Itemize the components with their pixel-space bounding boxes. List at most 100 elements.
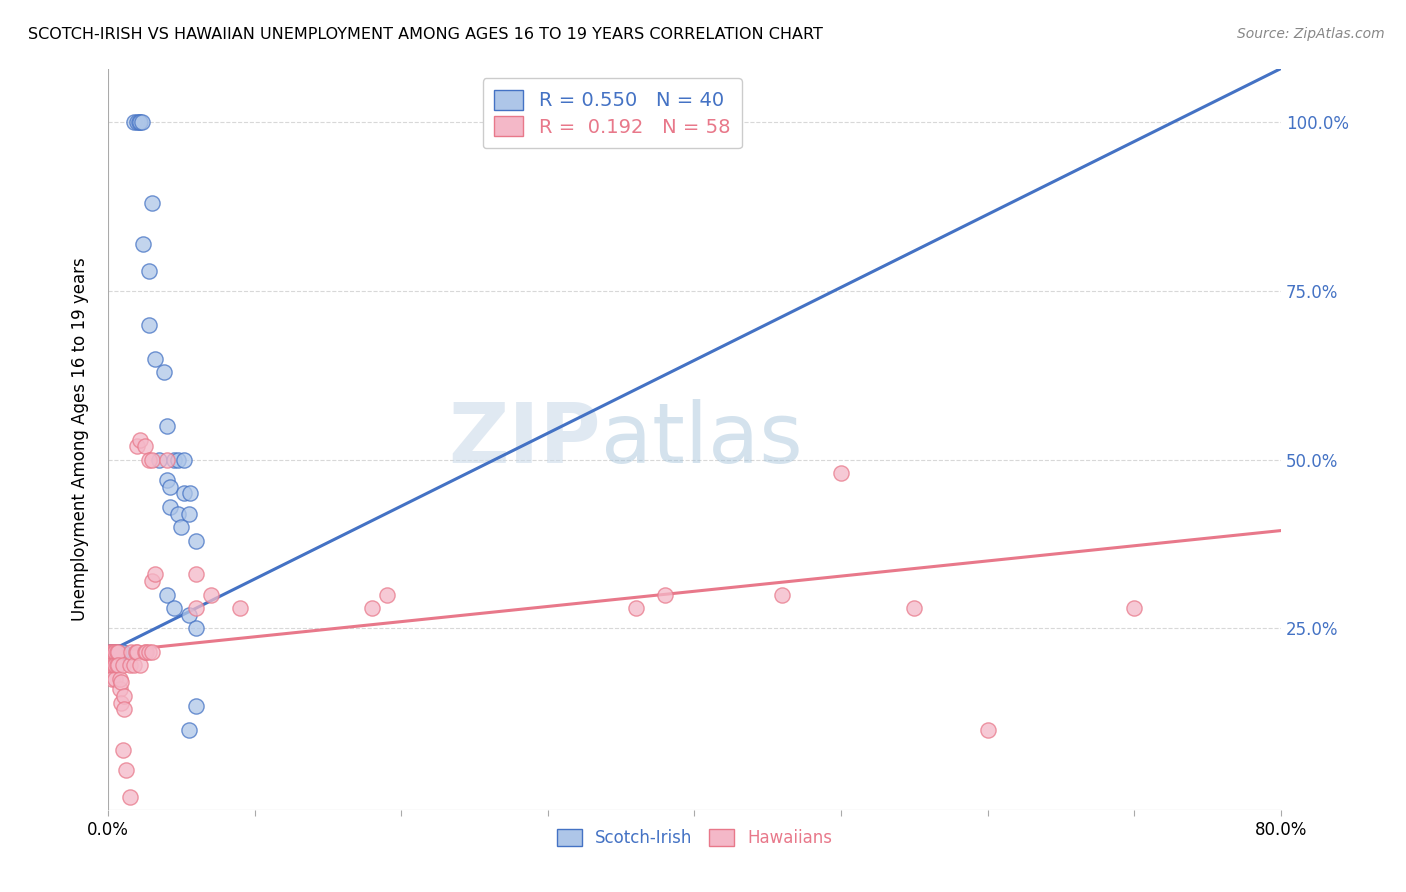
Point xyxy=(143,567,166,582)
Text: SCOTCH-IRISH VS HAWAIIAN UNEMPLOYMENT AMONG AGES 16 TO 19 YEARS CORRELATION CHAR: SCOTCH-IRISH VS HAWAIIAN UNEMPLOYMENT AM… xyxy=(28,27,823,42)
Point xyxy=(138,452,160,467)
Point xyxy=(112,702,135,716)
Point xyxy=(143,351,166,366)
Point xyxy=(375,588,398,602)
Point xyxy=(120,645,142,659)
Point xyxy=(111,658,134,673)
Point xyxy=(101,645,124,659)
Point xyxy=(103,645,125,659)
Point xyxy=(118,658,141,673)
Point xyxy=(184,698,207,713)
Point xyxy=(184,621,207,635)
Point xyxy=(98,658,121,673)
Point xyxy=(110,675,132,690)
Point xyxy=(127,645,149,659)
Point xyxy=(132,236,155,251)
Point xyxy=(163,601,186,615)
Point xyxy=(624,601,647,615)
Point xyxy=(138,264,160,278)
Point xyxy=(114,763,136,777)
Point xyxy=(107,658,129,673)
Point xyxy=(107,645,129,659)
Point xyxy=(104,645,127,659)
Point xyxy=(156,473,179,487)
Point xyxy=(129,115,152,129)
Point xyxy=(127,115,149,129)
Point xyxy=(135,645,157,659)
Point xyxy=(100,645,122,659)
Point xyxy=(108,672,131,686)
Point xyxy=(112,689,135,703)
Point xyxy=(107,645,129,659)
Point xyxy=(129,433,152,447)
Point xyxy=(104,645,127,659)
Point xyxy=(903,601,925,615)
Point xyxy=(772,588,794,602)
Point xyxy=(177,723,200,737)
Point xyxy=(141,574,163,589)
Point xyxy=(177,607,200,622)
Point xyxy=(101,658,124,673)
Point xyxy=(100,658,122,673)
Point xyxy=(108,682,131,697)
Point xyxy=(1123,601,1146,615)
Point xyxy=(159,480,181,494)
Y-axis label: Unemployment Among Ages 16 to 19 years: Unemployment Among Ages 16 to 19 years xyxy=(72,258,89,622)
Point xyxy=(138,318,160,332)
Point xyxy=(134,645,156,659)
Point xyxy=(129,658,152,673)
Point xyxy=(110,696,132,710)
Point xyxy=(167,452,190,467)
Point xyxy=(111,743,134,757)
Point xyxy=(156,419,179,434)
Point xyxy=(654,588,676,602)
Text: ZIP: ZIP xyxy=(449,399,600,480)
Point xyxy=(361,601,384,615)
Point xyxy=(128,115,150,129)
Point xyxy=(118,790,141,805)
Point xyxy=(184,533,207,548)
Point xyxy=(111,645,134,659)
Point xyxy=(141,645,163,659)
Point xyxy=(100,645,122,659)
Point xyxy=(830,467,852,481)
Point xyxy=(108,645,131,659)
Point xyxy=(229,601,252,615)
Point xyxy=(138,645,160,659)
Point xyxy=(141,452,163,467)
Point xyxy=(105,645,128,659)
Point xyxy=(156,452,179,467)
Point xyxy=(167,507,190,521)
Point xyxy=(173,486,195,500)
Point xyxy=(163,452,186,467)
Point xyxy=(148,452,170,467)
Point xyxy=(124,115,146,129)
Point xyxy=(104,658,127,673)
Point xyxy=(156,588,179,602)
Point xyxy=(103,645,125,659)
Point xyxy=(131,115,153,129)
Point xyxy=(159,500,181,514)
Point xyxy=(179,486,201,500)
Point xyxy=(103,658,125,673)
Point xyxy=(152,365,174,379)
Point xyxy=(124,658,146,673)
Point xyxy=(110,645,132,659)
Point xyxy=(200,588,222,602)
Point xyxy=(184,601,207,615)
Legend: Scotch-Irish, Hawaiians: Scotch-Irish, Hawaiians xyxy=(550,822,839,855)
Point xyxy=(101,672,124,686)
Point xyxy=(173,452,195,467)
Text: Source: ZipAtlas.com: Source: ZipAtlas.com xyxy=(1237,27,1385,41)
Point xyxy=(104,672,127,686)
Point xyxy=(184,567,207,582)
Point xyxy=(105,645,128,659)
Point xyxy=(125,645,148,659)
Text: atlas: atlas xyxy=(600,399,803,480)
Point xyxy=(98,645,121,659)
Point xyxy=(977,723,1000,737)
Point xyxy=(101,645,124,659)
Point xyxy=(134,439,156,453)
Point xyxy=(105,658,128,673)
Point xyxy=(170,520,193,534)
